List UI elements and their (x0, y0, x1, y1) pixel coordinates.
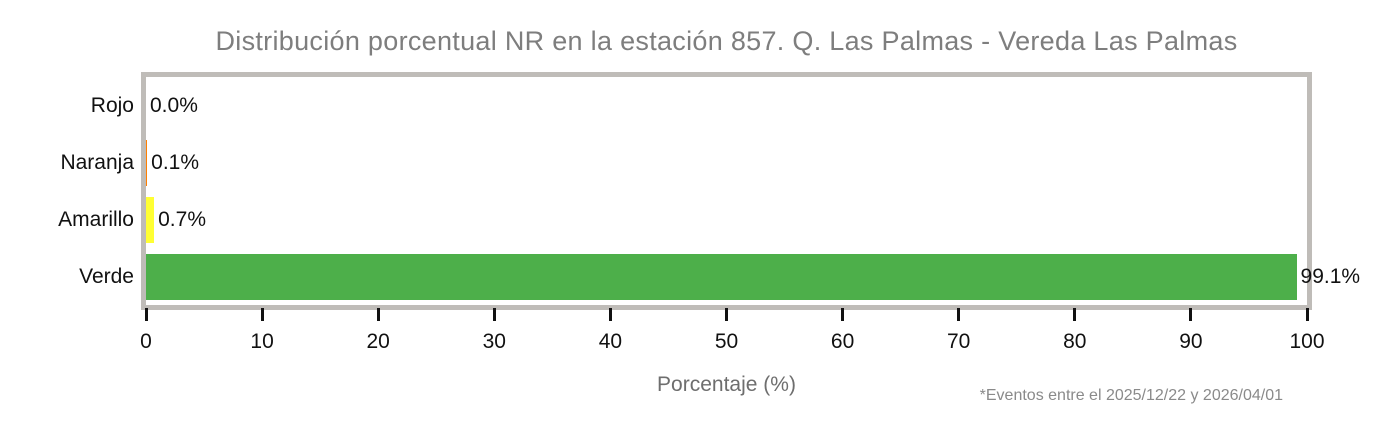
chart-footnote: *Eventos entre el 2025/12/22 y 2026/04/0… (979, 387, 1283, 404)
x-tick-label: 0 (140, 330, 152, 353)
x-tick-mark (957, 308, 961, 321)
x-tick-mark (376, 308, 380, 321)
bar-value-label: 0.7% (158, 207, 206, 231)
x-tick-label: 90 (1179, 330, 1203, 353)
bar-value-label: 0.0% (150, 93, 198, 117)
x-tick-label: 40 (598, 330, 623, 353)
x-tick-mark (608, 308, 612, 321)
x-tick-mark (1073, 308, 1077, 321)
x-tick-label: 70 (947, 330, 971, 353)
bar-naranja (146, 139, 148, 186)
bar-amarillo (146, 196, 155, 243)
x-tick-label: 10 (250, 330, 274, 353)
y-category-label: Verde (79, 264, 134, 288)
x-tick-mark (725, 308, 728, 321)
x-tick-label: 60 (830, 330, 855, 353)
bar-verde (146, 253, 1297, 300)
x-tick-label: 80 (1063, 330, 1087, 353)
x-tick-label: 50 (714, 330, 739, 353)
x-tick-mark (492, 308, 496, 321)
bar-value-label: 99.1% (1300, 264, 1361, 288)
chart-title: Distribución porcentual NR en la estació… (215, 26, 1238, 56)
bar-value-label: 0.1% (151, 150, 200, 174)
y-category-label: Amarillo (58, 207, 134, 231)
x-tick-mark (1305, 308, 1309, 321)
x-tick-mark (1189, 308, 1193, 321)
x-tick-label: 30 (482, 330, 506, 353)
x-axis-label: Porcentaje (%) (657, 373, 796, 396)
y-category-label: Naranja (60, 150, 134, 174)
x-tick-label: 100 (1289, 330, 1325, 353)
y-category-label: Rojo (90, 93, 134, 117)
x-tick-label: 20 (366, 330, 390, 353)
plot-area (141, 72, 1312, 310)
x-tick-mark (260, 308, 264, 321)
x-tick-mark (144, 308, 148, 321)
x-tick-mark (841, 308, 845, 321)
